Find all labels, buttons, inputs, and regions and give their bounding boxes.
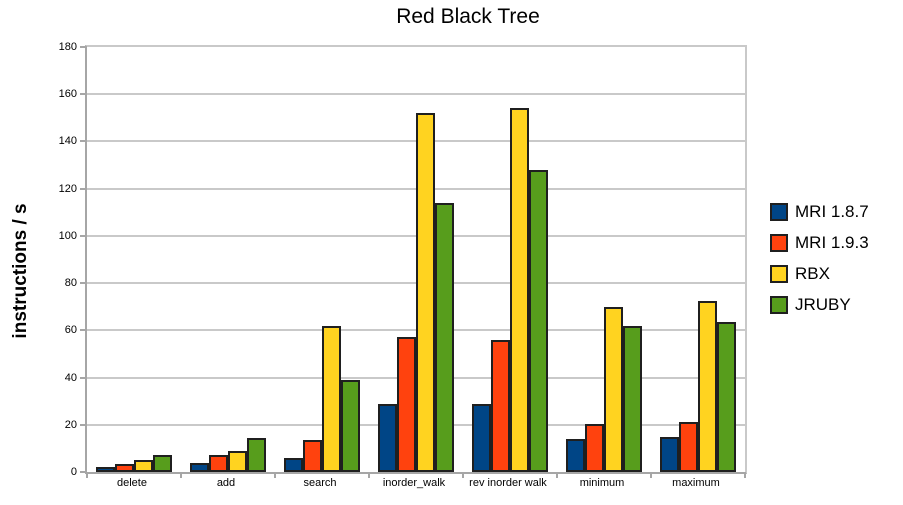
bar bbox=[247, 438, 266, 472]
bar bbox=[660, 437, 679, 472]
legend-swatch bbox=[770, 203, 788, 221]
bar bbox=[341, 380, 360, 472]
bar bbox=[134, 460, 153, 472]
y-tick-label: 120 bbox=[58, 182, 77, 195]
y-tick-label: 0 bbox=[70, 466, 77, 478]
y-tick-label: 40 bbox=[64, 371, 77, 384]
bar bbox=[491, 340, 510, 472]
legend-item: MRI 1.8.7 bbox=[770, 202, 869, 222]
y-tick-label: 180 bbox=[58, 41, 77, 53]
bar bbox=[679, 422, 698, 472]
bar bbox=[378, 404, 397, 472]
y-tick-label: 20 bbox=[64, 418, 77, 431]
bar bbox=[529, 170, 548, 472]
bar-group bbox=[463, 47, 557, 472]
y-axis-tick bbox=[80, 93, 87, 96]
plot-area: 0 20 40 60 80 100 120 140 160 180 bbox=[59, 41, 747, 478]
bar bbox=[510, 108, 529, 472]
x-axis-boundary-tick bbox=[180, 472, 182, 478]
y-axis-tick bbox=[80, 376, 87, 379]
x-axis-boundary-tick bbox=[462, 472, 464, 478]
x-category-label: maximum bbox=[672, 477, 720, 489]
bar-group bbox=[87, 47, 181, 472]
bar bbox=[604, 307, 623, 472]
y-axis-tick bbox=[80, 140, 87, 143]
bar bbox=[303, 440, 322, 472]
legend-label: RBX bbox=[795, 264, 830, 283]
bar bbox=[698, 301, 717, 472]
y-axis-tick bbox=[80, 187, 87, 190]
y-axis-tick bbox=[80, 329, 87, 332]
gridline bbox=[87, 93, 745, 96]
y-axis-tick bbox=[80, 471, 87, 473]
x-axis-boundary-tick bbox=[556, 472, 558, 478]
y-tick-label: 60 bbox=[64, 324, 77, 337]
x-category-label: minimum bbox=[579, 477, 625, 489]
x-axis-boundary-tick bbox=[368, 472, 370, 478]
bar bbox=[153, 455, 172, 472]
y-tick-label: 80 bbox=[64, 277, 77, 290]
bar bbox=[623, 326, 642, 472]
bar bbox=[397, 337, 416, 472]
bar bbox=[717, 322, 736, 472]
x-category-label: search bbox=[303, 477, 337, 489]
y-axis-tick bbox=[80, 423, 87, 426]
x-category-label: add bbox=[216, 477, 236, 489]
y-tick-label: 160 bbox=[58, 88, 77, 101]
x-category-label: delete bbox=[117, 477, 147, 489]
legend-swatch bbox=[770, 265, 788, 283]
bar-group bbox=[651, 47, 745, 472]
y-tick-label: 100 bbox=[58, 229, 77, 242]
legend-swatch bbox=[770, 296, 788, 314]
bar bbox=[435, 203, 454, 472]
bar-group bbox=[181, 47, 275, 472]
x-axis-boundary-tick bbox=[274, 472, 276, 478]
bar-group bbox=[369, 47, 463, 472]
legend-item: RBX bbox=[770, 264, 869, 284]
y-axis-title: instructions / s bbox=[10, 203, 31, 339]
bar bbox=[228, 451, 247, 472]
y-axis-tick bbox=[80, 46, 87, 48]
bar bbox=[585, 424, 604, 472]
x-axis-boundary-tick bbox=[744, 472, 746, 478]
legend-label: MRI 1.9.3 bbox=[795, 233, 869, 252]
legend-swatch bbox=[770, 234, 788, 252]
bar bbox=[209, 455, 228, 472]
bar bbox=[566, 439, 585, 472]
bar bbox=[416, 113, 435, 472]
y-axis-tick bbox=[80, 282, 87, 285]
legend-item: JRUBY bbox=[770, 295, 869, 315]
bar bbox=[472, 404, 491, 472]
bar bbox=[190, 463, 209, 472]
bar-group bbox=[557, 47, 651, 472]
legend-item: MRI 1.9.3 bbox=[770, 233, 869, 253]
legend-label: MRI 1.8.7 bbox=[795, 202, 869, 221]
bar bbox=[115, 464, 134, 472]
x-category-label: rev inorder walk bbox=[469, 477, 547, 489]
bar bbox=[284, 458, 303, 472]
x-axis-boundary-tick bbox=[86, 472, 88, 478]
y-tick-label: 140 bbox=[58, 135, 77, 148]
x-axis-boundary-tick bbox=[650, 472, 652, 478]
legend-label: JRUBY bbox=[795, 295, 851, 314]
legend: MRI 1.8.7 MRI 1.9.3 RBX JRUBY bbox=[770, 202, 869, 315]
chart-title: Red Black Tree bbox=[396, 5, 540, 28]
bar-group bbox=[275, 47, 369, 472]
bar bbox=[322, 326, 341, 472]
bar bbox=[96, 467, 115, 472]
x-category-label: inorder_walk bbox=[382, 477, 446, 489]
y-axis-tick bbox=[80, 234, 87, 237]
